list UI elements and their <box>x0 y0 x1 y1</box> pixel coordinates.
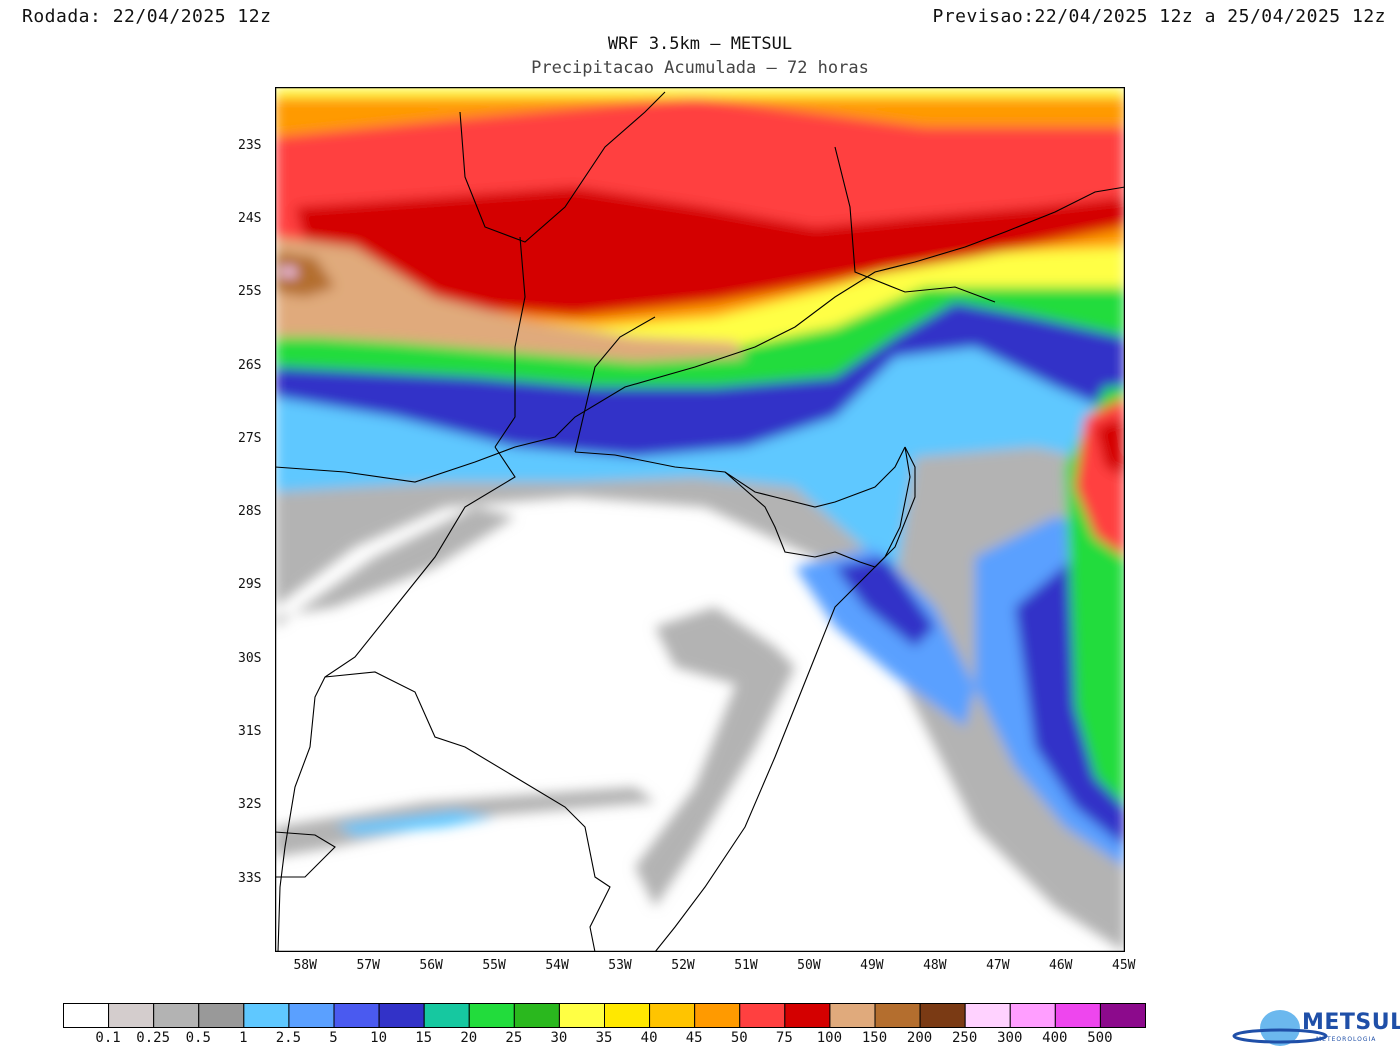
lon-tick-label: 46W <box>1049 958 1073 973</box>
lat-tick-label: 31S <box>238 724 262 740</box>
lon-tick-label: 57W <box>356 958 380 973</box>
lon-tick-label: 58W <box>293 958 317 973</box>
lon-tick-label: 50W <box>797 958 821 973</box>
run-time-label: Rodada: 22/04/2025 12z <box>22 6 272 27</box>
forecast-period-value: 22/04/2025 12z a 25/04/2025 12z <box>1034 6 1386 27</box>
lon-tick-label: 49W <box>860 958 884 973</box>
logo-text: METSUL <box>1302 1010 1400 1035</box>
legend-swatch <box>243 1003 290 1028</box>
lat-tick-label: 29S <box>238 577 262 593</box>
legend-swatch <box>198 1003 245 1028</box>
legend-value-label: 300 <box>997 1030 1023 1046</box>
lon-tick-label: 51W <box>734 958 758 973</box>
legend-value-label: 400 <box>1042 1030 1068 1046</box>
lon-tick-label: 55W <box>482 958 506 973</box>
legend-swatch <box>829 1003 876 1028</box>
legend-swatch <box>558 1003 606 1028</box>
legend-value-label: 25 <box>505 1030 523 1046</box>
legend-value-label: 500 <box>1087 1030 1113 1046</box>
legend-swatch <box>739 1003 786 1028</box>
legend-swatch <box>288 1003 335 1028</box>
legend-value-label: 40 <box>640 1030 658 1046</box>
legend-swatch <box>513 1003 560 1028</box>
legend-value-label: 150 <box>861 1030 888 1046</box>
precip-field <box>275 87 1125 952</box>
legend-value-label: 45 <box>685 1030 703 1046</box>
legend-value-label: 0.5 <box>185 1030 211 1046</box>
precipitation-map <box>275 87 1125 952</box>
legend-swatch <box>964 1003 1011 1028</box>
legend-value-label: 0.1 <box>95 1030 121 1046</box>
legend-swatch <box>1009 1003 1056 1028</box>
lon-tick-label: 53W <box>608 958 632 973</box>
legend-swatch <box>468 1003 515 1028</box>
legend-swatch <box>333 1003 380 1028</box>
legend-value-label: 250 <box>952 1030 978 1046</box>
legend-swatch <box>423 1003 470 1028</box>
lon-tick-label: 47W <box>986 958 1010 973</box>
lat-tick-label: 26S <box>238 357 262 373</box>
legend-swatch <box>874 1003 921 1028</box>
color-legend <box>63 1003 1146 1028</box>
legend-value-label: 2.5 <box>275 1030 302 1046</box>
legend-value-label: 5 <box>329 1030 338 1046</box>
lat-tick-label: 33S <box>238 870 262 886</box>
legend-swatch <box>649 1003 696 1028</box>
legend-swatch <box>1099 1003 1146 1028</box>
lon-tick-label: 48W <box>923 958 947 973</box>
legend-swatch <box>378 1003 425 1028</box>
metsul-logo <box>1232 1010 1328 1046</box>
lat-tick-label: 25S <box>238 284 262 300</box>
lat-tick-label: 32S <box>238 797 262 813</box>
legend-swatch <box>919 1003 966 1028</box>
legend-value-label: 1 <box>239 1030 248 1046</box>
country-borders <box>275 91 1125 952</box>
run-time-value: 22/04/2025 12z <box>112 6 272 27</box>
legend-swatch <box>604 1003 651 1028</box>
legend-swatch <box>694 1003 741 1028</box>
legend-swatch <box>108 1003 155 1028</box>
lat-tick-label: 30S <box>238 650 262 666</box>
legend-value-label: 20 <box>460 1030 478 1046</box>
legend-value-label: 100 <box>816 1030 843 1046</box>
legend-value-label: 200 <box>906 1030 933 1046</box>
lon-tick-label: 56W <box>419 958 443 973</box>
legend-value-label: 35 <box>595 1030 613 1046</box>
map-subtitle: Precipitacao Acumulada – 72 horas <box>531 58 869 78</box>
legend-value-label: 15 <box>415 1030 433 1046</box>
legend-swatch <box>153 1003 200 1028</box>
globe-icon <box>1260 1010 1300 1046</box>
lat-tick-label: 27S <box>238 430 262 446</box>
map-title: WRF 3.5km – METSUL <box>607 34 793 54</box>
legend-value-label: 10 <box>370 1030 388 1046</box>
lat-tick-label: 24S <box>238 210 262 226</box>
legend-swatch <box>784 1003 831 1028</box>
logo-subtext: METEOROLOGIA <box>1316 1036 1377 1043</box>
legend-value-label: 50 <box>730 1030 748 1046</box>
lat-tick-label: 28S <box>238 504 262 520</box>
legend-value-label: 30 <box>550 1030 568 1046</box>
legend-value-label: 75 <box>775 1030 793 1046</box>
lon-tick-label: 45W <box>1112 958 1136 973</box>
lon-tick-label: 52W <box>671 958 695 973</box>
lon-tick-label: 54W <box>545 958 569 973</box>
legend-swatch <box>63 1003 110 1028</box>
forecast-period-label: Previsao:22/04/2025 12z a 25/04/2025 12z <box>932 6 1386 27</box>
legend-swatch <box>1054 1003 1101 1028</box>
lat-tick-label: 23S <box>238 137 262 153</box>
legend-value-label: 0.25 <box>136 1030 171 1046</box>
